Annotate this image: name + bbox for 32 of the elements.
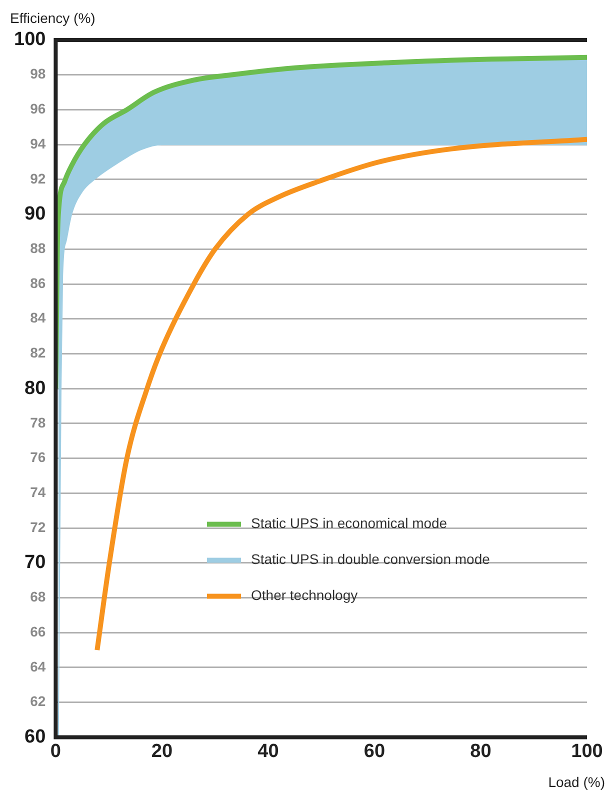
y-tick-label: 78 [30,414,46,430]
y-tick-label: 70 [24,552,46,574]
y-tick-label: 86 [30,274,46,291]
x-tick-label: 60 [364,740,386,762]
y-tick-label: 72 [30,518,46,535]
y-tick-label: 92 [30,170,46,186]
y-axis-title: Efficiency (%) [10,10,96,26]
y-tick-label: 98 [30,66,46,82]
y-tick-label: 90 [24,204,46,225]
y-tick-label: 66 [30,623,46,640]
y-tick-label: 82 [30,344,46,361]
x-tick-label: 100 [571,740,603,762]
y-tick-label: 80 [24,378,46,399]
y-tick-label: 74 [30,484,46,500]
legend-label: Static UPS in double conversion mode [251,551,490,568]
y-tick-label: 60 [24,726,46,748]
y-tick-label: 96 [30,100,46,117]
x-tick-label: 80 [470,740,492,762]
x-tick-label: 20 [151,740,173,762]
y-tick-label: 84 [30,310,46,326]
y-tick-label: 76 [30,449,46,466]
y-tick-label: 88 [30,240,46,256]
legend-label: Static UPS in economical mode [251,515,448,532]
legend-label: Other technology [251,587,358,604]
y-tick-label: 62 [30,693,46,710]
x-tick-label: 0 [50,740,61,762]
y-tick-label: 68 [30,588,46,605]
x-tick-label: 40 [258,740,279,762]
x-axis-title: Load (%) [548,774,605,790]
y-tick-label: 94 [30,135,46,152]
y-tick-label: 100 [14,29,46,50]
y-tick-label: 64 [30,658,46,674]
